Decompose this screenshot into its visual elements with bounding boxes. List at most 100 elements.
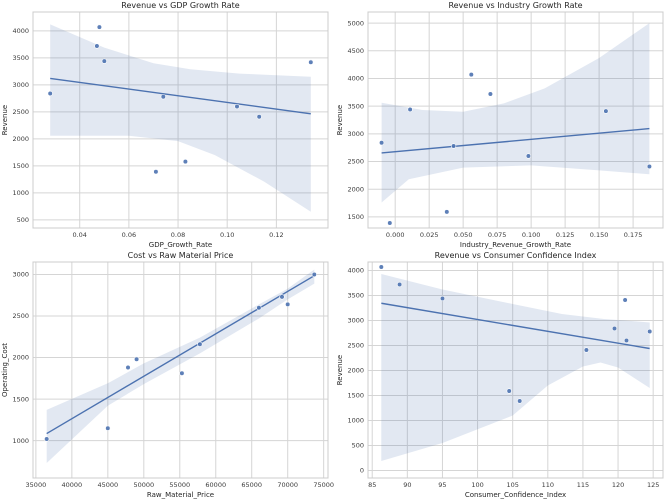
y-tick-label: 3500	[12, 54, 29, 62]
x-tick-label: 60000	[205, 481, 226, 489]
regression-line	[50, 77, 311, 115]
data-point	[94, 43, 100, 49]
regression-line	[381, 127, 650, 154]
y-axis-label: Operating_Cost	[1, 343, 9, 397]
confidence-band	[381, 274, 650, 461]
data-point	[439, 295, 446, 302]
x-tick-label: 95	[438, 481, 446, 489]
data-point	[611, 325, 618, 332]
y-tick-label: 3000	[347, 130, 364, 138]
y-tick-label: 1000	[347, 417, 364, 425]
data-point	[105, 425, 111, 431]
axes-border	[32, 261, 329, 479]
data-point	[396, 281, 403, 288]
y-tick-label: 500	[17, 216, 29, 224]
x-tick-label: 90	[403, 481, 411, 489]
x-tick-label: 0.100	[522, 231, 541, 239]
data-point	[378, 140, 385, 146]
x-tick-label: 0.08	[171, 231, 185, 239]
y-tick-label: 3000	[12, 271, 29, 279]
x-axis-label: GDP_Growth_Rate	[149, 241, 212, 249]
subplot-title: Cost vs Raw Material Price	[128, 251, 234, 260]
data-point	[160, 94, 166, 100]
data-point	[622, 297, 628, 303]
subplot-revenue-vs-gdp-growth-rate: 0.04 0.06 0.08 0.10 0.12 500 1000 1500 2000 2500 3…	[0, 0, 334, 250]
regression-line	[381, 302, 650, 350]
subplot-title: Revenue vs Industry Growth Rate	[448, 1, 582, 10]
x-tick-label: 0.125	[556, 231, 575, 239]
data-point	[517, 398, 523, 404]
x-tick-label: 0.12	[269, 231, 283, 239]
subplot-title: Revenue vs GDP Growth Rate	[121, 1, 239, 10]
subplot-svg: 35000 40000 45000 50000 55000 60000 65000 70000…	[1, 251, 334, 499]
x-tick-label: 0.050	[454, 231, 473, 239]
x-tick-label: 70000	[277, 481, 298, 489]
y-tick-label: 2500	[347, 342, 364, 350]
data-point	[279, 294, 285, 300]
x-tick-label: 0.150	[590, 231, 609, 239]
x-tick-label: 0.175	[624, 231, 643, 239]
y-tick-label: 4000	[347, 75, 364, 83]
data-point	[603, 108, 609, 114]
data-point	[125, 364, 131, 371]
y-axis-label: Revenue	[1, 105, 9, 136]
data-point	[311, 271, 317, 278]
y-tick-label: 0	[360, 467, 364, 475]
y-tick-label: 1500	[12, 395, 29, 403]
y-tick-label: 2000	[347, 367, 364, 375]
data-point	[256, 114, 262, 120]
data-point	[153, 169, 159, 175]
y-tick-label: 2500	[12, 108, 29, 116]
subplot-svg: 0.000 0.025 0.050 0.075 0.100 0.125 0.150 0.175…	[336, 1, 664, 249]
x-tick-label: 105	[506, 481, 518, 489]
y-tick-label: 3500	[347, 102, 364, 110]
y-tick-label: 500	[352, 442, 364, 450]
x-tick-label: 125	[647, 481, 659, 489]
x-tick-label: 75000	[313, 481, 334, 489]
x-tick-label: 120	[612, 481, 624, 489]
x-tick-label: 55000	[169, 481, 190, 489]
x-axis-label: Industry_Revenue_Growth_Rate	[460, 241, 571, 249]
x-tick-label: 35000	[26, 481, 47, 489]
y-tick-label: 4000	[12, 27, 29, 35]
y-tick-label: 5000	[347, 19, 364, 27]
regression-line	[46, 275, 315, 435]
x-tick-label: 0.06	[122, 231, 136, 239]
x-tick-label: 110	[542, 481, 554, 489]
data-point	[134, 356, 140, 362]
x-tick-label: 0.000	[386, 231, 405, 239]
y-tick-label: 2000	[12, 354, 29, 362]
data-point	[96, 24, 102, 30]
data-point	[378, 264, 384, 270]
y-tick-label: 2000	[12, 135, 29, 143]
subplot-cost-vs-raw-material-price: 35000 40000 45000 50000 55000 60000 65000 70000…	[0, 250, 334, 500]
confidence-band	[381, 23, 650, 203]
data-point	[285, 301, 291, 308]
x-tick-label: 115	[577, 481, 589, 489]
subplot-revenue-vs-consumer-confidence-index: 85 90 95 100 105 110 115 120 125 0 500 1000 1500 2000…	[335, 250, 669, 500]
y-tick-label: 1500	[12, 162, 29, 170]
y-tick-label: 2500	[12, 312, 29, 320]
x-tick-label: 40000	[62, 481, 83, 489]
y-tick-label: 4500	[347, 47, 364, 55]
data-point	[623, 337, 630, 344]
x-axis-label: Consumer_Confidence_Index	[465, 491, 566, 499]
x-axis-label: Raw_Material_Price	[147, 491, 214, 499]
data-point	[197, 341, 203, 347]
axes-background	[33, 262, 328, 478]
axes-background	[33, 12, 328, 228]
data-point	[506, 388, 512, 394]
data-point	[182, 159, 188, 165]
axes-border	[367, 11, 664, 229]
data-point	[646, 163, 653, 170]
data-point	[583, 347, 589, 353]
x-tick-label: 0.075	[488, 231, 507, 239]
data-point	[234, 103, 240, 110]
subplot-svg: 85 90 95 100 105 110 115 120 125 0 500 1000 1500 2000…	[336, 251, 664, 499]
x-tick-label: 65000	[241, 481, 262, 489]
y-axis-label: Revenue	[336, 105, 344, 136]
y-tick-label: 2500	[347, 158, 364, 166]
data-point	[450, 143, 457, 149]
subplot-svg: 0.04 0.06 0.08 0.10 0.12 500 1000 1500 2000 2500 3…	[1, 1, 329, 249]
